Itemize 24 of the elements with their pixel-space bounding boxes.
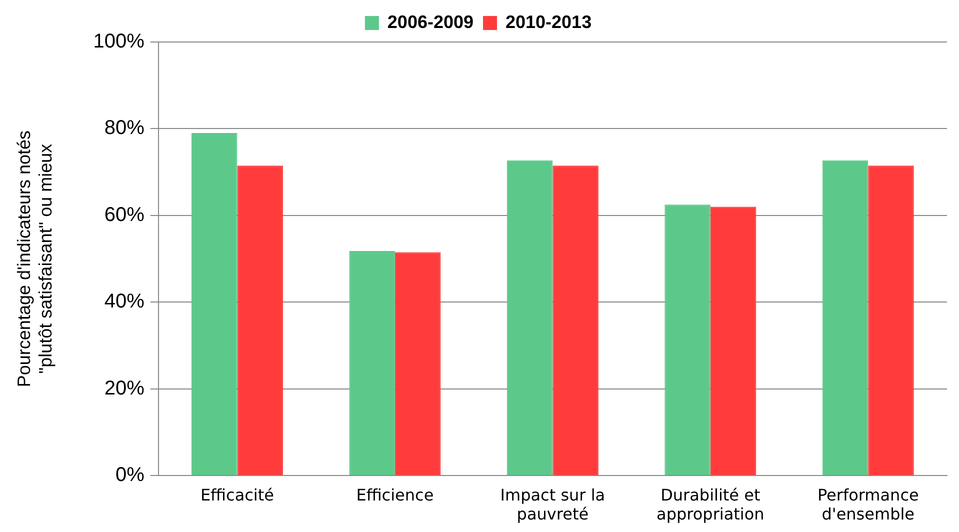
y-tick-label: 20% [104, 377, 145, 400]
bar [237, 166, 283, 476]
legend-label: 2006-2009 [387, 12, 474, 32]
bar [191, 133, 238, 476]
bar [506, 160, 553, 476]
x-tick-label: Efficacité [200, 485, 274, 504]
legend-label: 2010-2013 [506, 12, 592, 32]
y-tick-label: 60% [104, 204, 145, 226]
y-tick-label: 0% [115, 464, 145, 486]
x-tick-label: Impact sur la pauvreté [500, 485, 606, 524]
bar [349, 250, 395, 476]
bar [868, 166, 914, 476]
bar [394, 252, 441, 476]
y-tick-label: 40% [104, 290, 145, 313]
bar [552, 166, 598, 476]
x-tick-label: Efficience [356, 485, 434, 504]
y-tick-label: 100% [93, 30, 145, 53]
x-tick-label: Performance d'ensemble [817, 485, 919, 524]
bar [710, 206, 756, 476]
y-axis-title: Pourcentage d'indicateurs notés "plutôt satisfaisant" ou mieux [14, 130, 56, 388]
x-tick-label: Durabilité et appropriation [656, 485, 764, 524]
bar [664, 204, 710, 476]
y-tick-label: 80% [104, 117, 145, 140]
bar [822, 160, 868, 476]
